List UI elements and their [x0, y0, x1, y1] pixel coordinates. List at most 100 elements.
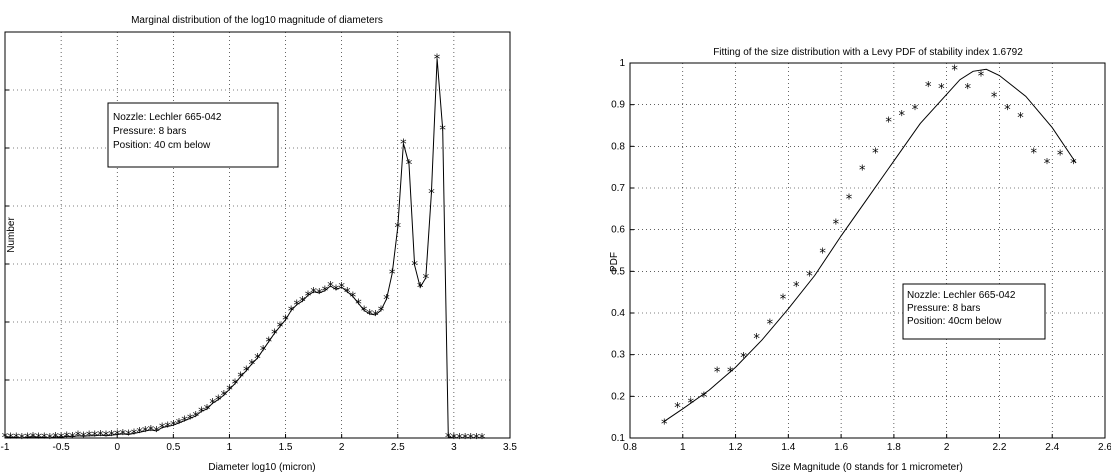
data-point-marker: * — [181, 415, 188, 430]
data-point-marker: * — [793, 280, 800, 295]
data-point-marker: * — [951, 63, 958, 78]
data-point-marker: * — [176, 417, 183, 432]
data-point-marker: * — [1017, 111, 1024, 126]
data-point-marker: * — [833, 217, 840, 232]
data-point-marker: * — [366, 308, 373, 323]
data-point-marker: * — [411, 259, 418, 274]
data-point-marker: * — [136, 426, 143, 441]
data-point-marker: * — [462, 432, 469, 447]
x-tick-label: 1.4 — [781, 442, 795, 453]
data-point-marker: * — [938, 82, 945, 97]
data-point-marker: * — [434, 53, 441, 68]
y-tick-label: 0.1 — [611, 433, 625, 444]
data-point-marker: * — [159, 422, 166, 437]
data-point-marker: * — [24, 431, 31, 446]
data-point-marker: * — [378, 304, 385, 319]
annotation-line: Pressure: 8 bars — [907, 303, 980, 314]
data-point-marker: * — [63, 430, 70, 445]
data-point-marker: * — [687, 397, 694, 412]
data-point-marker: * — [249, 358, 256, 373]
x-tick-label: 2.2 — [992, 442, 1006, 453]
data-point-marker: * — [1031, 147, 1038, 162]
data-point-marker: * — [282, 314, 289, 329]
data-point-marker: * — [170, 419, 177, 434]
data-point-marker: * — [13, 431, 20, 446]
y-tick-label: 0.5 — [611, 266, 625, 277]
y-tick-label: 0.4 — [611, 308, 625, 319]
data-point-marker: * — [451, 432, 458, 447]
y-axis-label: Number — [6, 217, 17, 253]
chart-levy-fit: ** * ** ************* * ** *********** 0.8 1 1.2… — [609, 47, 1111, 472]
x-ticks: -1 -0.5 0 0.5 1 1.5 2 2.5 3 3.5 — [1, 434, 517, 453]
x-tick-label: 2 — [339, 442, 345, 453]
data-point-marker: * — [187, 412, 194, 427]
y-tick-label: 0.6 — [611, 225, 625, 236]
annotation-border — [107, 102, 279, 168]
data-point-marker: * — [395, 221, 402, 236]
data-point-marker: * — [423, 272, 430, 287]
y-tick-label: 0.2 — [611, 391, 625, 402]
y-tick-label: 0.7 — [611, 183, 625, 194]
data-point-marker: * — [806, 270, 813, 285]
x-tick-label: 2.4 — [1045, 442, 1059, 453]
chart-diameter-distribution: * * * * * * * * * * * * * * * * * * * * * * * * * * * * * * * * * * * * * * * *… — [0, 15, 517, 472]
x-tick-label: 1.2 — [729, 442, 743, 453]
plot-area — [4, 31, 511, 439]
data-point-marker: * — [86, 430, 93, 445]
y-tick-label: 0.8 — [611, 141, 625, 152]
data-point-marker: * — [148, 424, 155, 439]
data-point-marker: * — [445, 431, 452, 446]
series-line — [4, 58, 482, 439]
data-point-marker: * — [456, 432, 463, 447]
plot-area — [629, 62, 1106, 439]
annotation-line: Position: 40 cm below — [113, 140, 211, 151]
x-axis-label: Diameter log10 (micron) — [208, 462, 315, 472]
data-point-marker: * — [355, 297, 362, 312]
data-point-marker: * — [221, 389, 228, 404]
data-point-marker: * — [254, 352, 261, 367]
data-point-marker: * — [198, 405, 205, 420]
data-point-marker: * — [243, 365, 250, 380]
x-tick-label: 3.5 — [503, 442, 517, 453]
data-point-marker: * — [327, 280, 334, 295]
data-point-marker: * — [350, 290, 357, 305]
data-point-marker: * — [30, 431, 37, 446]
data-point-marker: * — [400, 137, 407, 152]
data-point-marker: * — [35, 431, 42, 446]
data-point-marker: * — [383, 293, 390, 308]
data-point-marker: * — [417, 281, 424, 296]
data-point-marker: * — [52, 431, 59, 446]
fit-curve — [664, 68, 1077, 422]
x-tick-label: 1.6 — [834, 442, 848, 453]
data-point-marker: * — [131, 427, 138, 442]
x-tick-label: -1 — [1, 442, 10, 453]
data-point-marker: * — [661, 417, 668, 432]
data-point-marker: * — [753, 332, 760, 347]
data-point-marker: * — [103, 430, 110, 445]
data-point-marker: * — [978, 70, 985, 85]
annotation-line: Pressure: 8 bars — [113, 126, 186, 137]
data-point-marker: * — [872, 147, 879, 162]
data-point-marker: * — [965, 82, 972, 97]
data-point-marker: * — [310, 286, 317, 301]
data-point-marker: * — [439, 123, 446, 138]
data-point-marker: * — [344, 286, 351, 301]
data-point-marker: * — [19, 432, 26, 447]
data-point-marker: * — [1070, 157, 1077, 172]
data-point-marker: * — [232, 377, 239, 392]
x-tick-label: 0 — [114, 442, 120, 453]
data-point-marker: * — [467, 432, 474, 447]
data-point-marker: * — [428, 187, 435, 202]
data-point-marker: * — [674, 401, 681, 416]
data-point-marker: * — [69, 431, 76, 446]
data-point-marker: * — [991, 90, 998, 105]
data-point-marker: * — [859, 163, 866, 178]
x-axis-label: Size Magnitude (0 stands for 1 micromete… — [771, 462, 963, 472]
data-point-marker: * — [299, 295, 306, 310]
data-point-marker: * — [389, 267, 396, 282]
data-point-marker: * — [780, 292, 787, 307]
x-tick-label: 2 — [944, 442, 950, 453]
data-point-marker: * — [288, 304, 295, 319]
x-tick-label: 1.8 — [887, 442, 901, 453]
x-tick-label: 1.5 — [279, 442, 293, 453]
